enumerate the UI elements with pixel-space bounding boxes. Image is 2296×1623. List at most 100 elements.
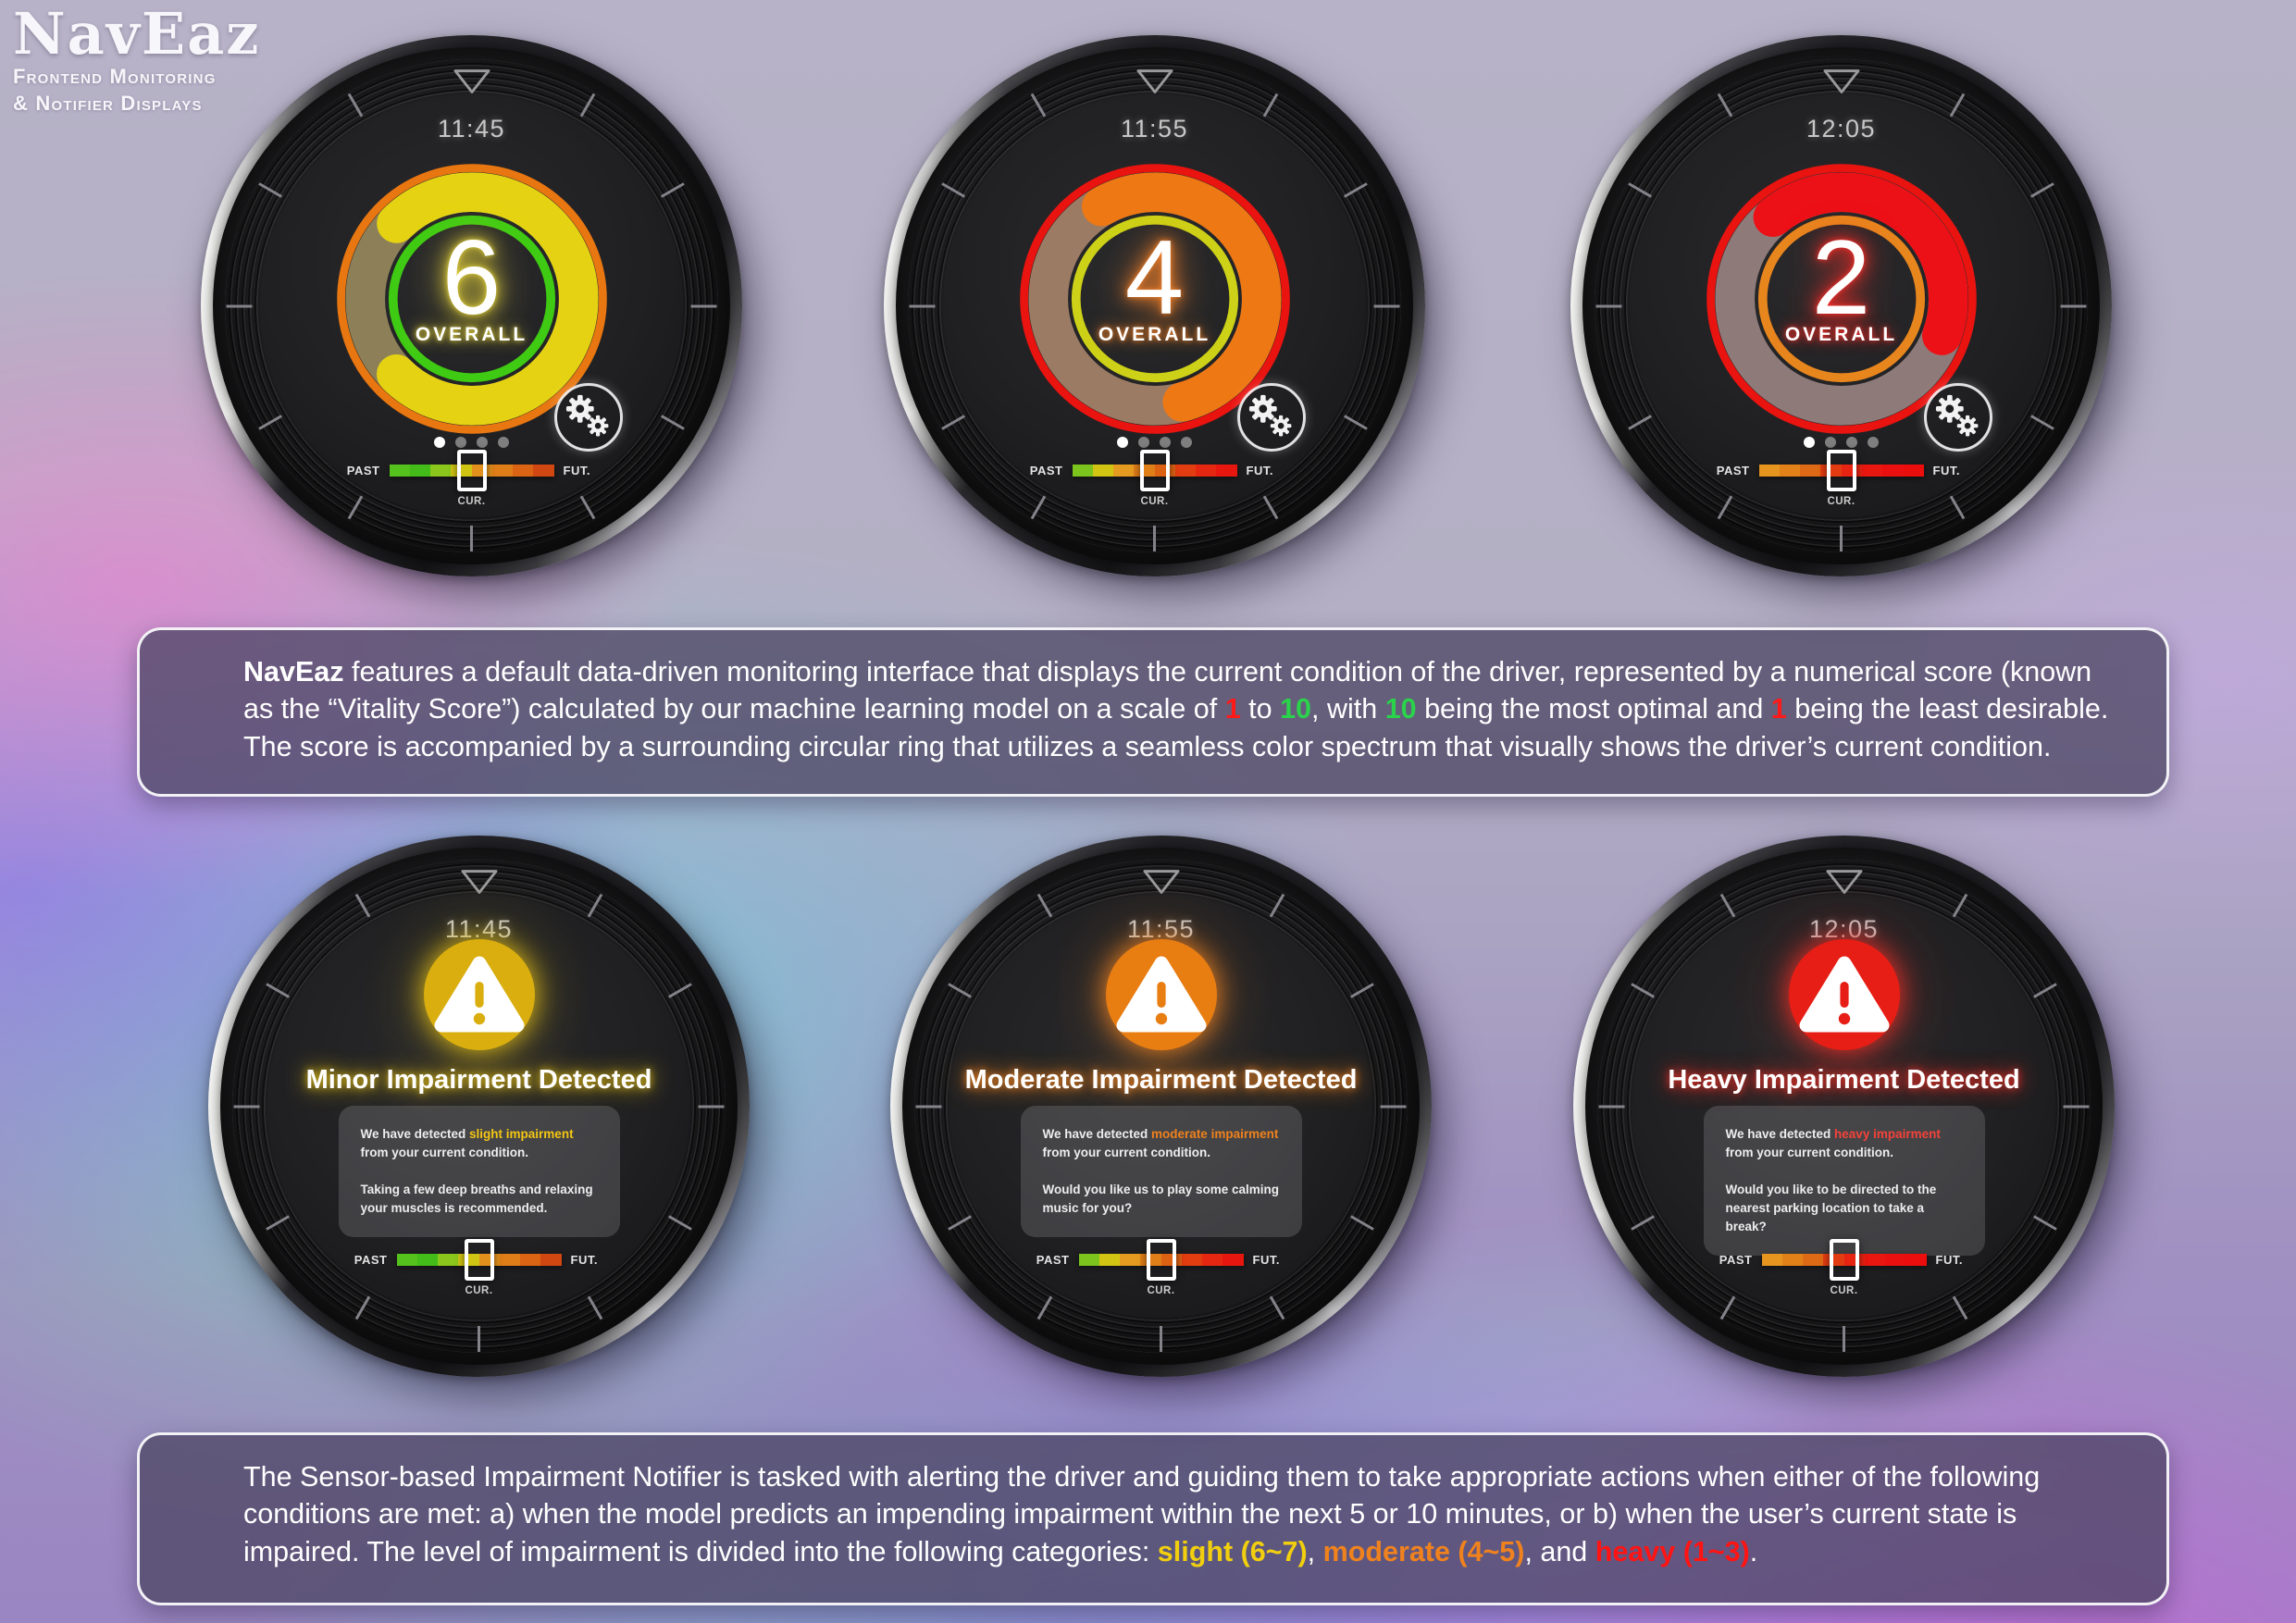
timeline-segment bbox=[1154, 465, 1175, 477]
timeline-segment bbox=[1113, 465, 1135, 477]
timeline-segment bbox=[1843, 1254, 1865, 1266]
time-display: 12:05 bbox=[1806, 115, 1877, 142]
settings-button[interactable] bbox=[1924, 383, 1992, 452]
timeline-segment bbox=[1800, 465, 1821, 477]
settings-button[interactable] bbox=[554, 383, 623, 452]
page-dot[interactable] bbox=[498, 437, 509, 448]
timeline-segment bbox=[409, 465, 430, 477]
text-segment: 10 bbox=[1280, 693, 1312, 725]
overall-label: OVERALL bbox=[415, 324, 528, 345]
time-display: 11:45 bbox=[444, 915, 514, 943]
bezel-tick bbox=[233, 1105, 260, 1108]
future-label: FUT. bbox=[1246, 464, 1273, 477]
timeline-segment bbox=[1820, 465, 1842, 477]
future-label: FUT. bbox=[1252, 1253, 1280, 1267]
timeline-segment bbox=[1861, 465, 1882, 477]
current-position-marker[interactable] bbox=[464, 1239, 494, 1281]
current-position-marker[interactable] bbox=[1139, 450, 1170, 491]
past-label: PAST bbox=[1036, 1253, 1070, 1267]
page-dot[interactable] bbox=[1804, 437, 1815, 448]
impairment-watch-2: 11:55 Moderate Impairment Detected We ha… bbox=[890, 836, 1432, 1377]
page-dot[interactable] bbox=[1846, 437, 1857, 448]
bezel-tick bbox=[1160, 1325, 1162, 1352]
future-label: FUT. bbox=[563, 464, 590, 477]
timeline-segment bbox=[513, 465, 534, 477]
timeline-segment bbox=[1885, 1254, 1906, 1266]
timeline-segment bbox=[458, 1254, 479, 1266]
current-position-marker[interactable] bbox=[1146, 1239, 1176, 1281]
text-segment: features a default data-driven monitorin… bbox=[243, 656, 2092, 725]
alert-title: Moderate Impairment Detected bbox=[964, 1065, 1358, 1095]
gears-icon bbox=[565, 394, 609, 437]
page-dot[interactable] bbox=[1868, 437, 1879, 448]
text-segment: from your current condition. bbox=[360, 1146, 529, 1160]
timeline-segment bbox=[540, 1254, 562, 1266]
page-dot[interactable] bbox=[1138, 437, 1149, 448]
alert-message-2: Would you like to be directed to the nea… bbox=[1725, 1182, 1937, 1234]
bezel-tick bbox=[478, 1325, 480, 1352]
top-triangle-icon bbox=[1822, 69, 1860, 93]
timeline-widget: PAST FUT. CUR. bbox=[890, 1239, 1432, 1307]
bezel-tick bbox=[2063, 1105, 2090, 1108]
text-segment: , bbox=[1307, 1535, 1323, 1567]
current-position-marker[interactable] bbox=[456, 450, 487, 491]
time-display: 11:55 bbox=[1120, 115, 1189, 142]
warning-icon bbox=[1788, 939, 1900, 1050]
timeline-bar bbox=[389, 465, 554, 477]
page-dot[interactable] bbox=[1160, 437, 1171, 448]
alert-message-1: We have detected slight impairment from … bbox=[361, 1125, 598, 1163]
timeline-segment bbox=[1905, 1254, 1927, 1266]
gears-icon bbox=[1935, 394, 1979, 437]
vitality-description-text: NavEaz features a default data-driven mo… bbox=[243, 653, 2128, 765]
page-dot[interactable] bbox=[1181, 437, 1192, 448]
text-segment: slight impairment bbox=[469, 1127, 574, 1141]
vitality-score-value: 6 bbox=[441, 219, 502, 337]
bezel-tick bbox=[1598, 1105, 1625, 1108]
page-dot[interactable] bbox=[1117, 437, 1128, 448]
timeline-segment bbox=[1181, 1254, 1202, 1266]
timeline-segment bbox=[1841, 465, 1862, 477]
notifier-description-panel: The Sensor-based Impairment Notifier is … bbox=[137, 1432, 2169, 1605]
text-segment: 1 bbox=[1770, 693, 1787, 725]
timeline-segment bbox=[499, 1254, 520, 1266]
top-triangle-icon bbox=[1136, 69, 1173, 93]
current-position-marker[interactable] bbox=[1826, 450, 1856, 491]
timeline-segment bbox=[1072, 465, 1093, 477]
alert-title: Heavy Impairment Detected bbox=[1668, 1065, 2020, 1095]
past-label: PAST bbox=[354, 1253, 388, 1267]
timeline-widget: PAST FUT. CUR. bbox=[884, 450, 1425, 518]
timeline-segment bbox=[478, 1254, 500, 1266]
timeline-segment bbox=[396, 1254, 417, 1266]
current-label: CUR. bbox=[457, 496, 486, 507]
timeline-segment bbox=[1758, 465, 1780, 477]
timeline-segment bbox=[416, 1254, 438, 1266]
brand-logo: NavEaz Frontend Monitoring & Notifier Di… bbox=[13, 4, 261, 117]
page-dot[interactable] bbox=[1825, 437, 1836, 448]
alert-message-2: Taking a few deep breaths and relaxing y… bbox=[360, 1182, 593, 1215]
future-label: FUT. bbox=[1935, 1253, 1963, 1267]
timeline-segment bbox=[1202, 1254, 1223, 1266]
text-segment: We have detected bbox=[1725, 1127, 1835, 1141]
page-dot[interactable] bbox=[434, 437, 445, 448]
page-dots[interactable] bbox=[884, 437, 1425, 448]
page-dots[interactable] bbox=[1570, 437, 2112, 448]
timeline-bar bbox=[396, 1254, 562, 1266]
timeline-segment bbox=[1120, 1254, 1141, 1266]
text-segment: , with bbox=[1311, 693, 1385, 725]
text-segment: . bbox=[1749, 1535, 1758, 1567]
timeline-segment bbox=[451, 465, 472, 477]
past-label: PAST bbox=[1719, 1253, 1753, 1267]
text-segment: from your current condition. bbox=[1042, 1146, 1211, 1160]
timeline-segment bbox=[1092, 465, 1113, 477]
timeline-segment bbox=[1140, 1254, 1161, 1266]
page-dots[interactable] bbox=[201, 437, 742, 448]
settings-button[interactable] bbox=[1237, 383, 1306, 452]
current-position-marker[interactable] bbox=[1829, 1239, 1859, 1281]
current-label: CUR. bbox=[1830, 1285, 1858, 1296]
page-dot[interactable] bbox=[455, 437, 466, 448]
page-dot[interactable] bbox=[477, 437, 488, 448]
timeline-segment bbox=[1222, 1254, 1244, 1266]
text-segment: moderate impairment bbox=[1151, 1127, 1279, 1141]
warning-triangle-icon bbox=[1116, 956, 1206, 1033]
timeline-segment bbox=[1078, 1254, 1099, 1266]
